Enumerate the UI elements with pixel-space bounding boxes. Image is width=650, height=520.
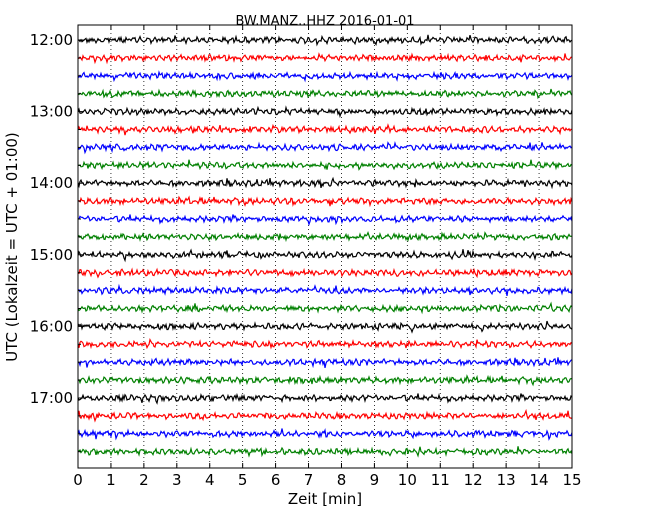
trace-1415 bbox=[77, 195, 573, 208]
trace-1700 bbox=[77, 392, 573, 405]
x-tick-label-15: 15 bbox=[562, 471, 581, 489]
chart-title: BW.MANZ..HHZ 2016-01-01 bbox=[235, 14, 414, 29]
x-tick-label-9: 9 bbox=[370, 471, 380, 489]
x-tick-label-7: 7 bbox=[304, 471, 314, 489]
x-tick-label-10: 10 bbox=[398, 471, 417, 489]
trace-1245 bbox=[77, 88, 573, 100]
trace-1730 bbox=[77, 427, 573, 441]
x-tick-label-12: 12 bbox=[464, 471, 483, 489]
y-axis-label: UTC (Lokalzeit = UTC + 01:00) bbox=[3, 132, 21, 362]
x-tick-label-14: 14 bbox=[530, 471, 549, 489]
trace-1500 bbox=[77, 248, 573, 263]
trace-1600 bbox=[77, 320, 573, 334]
trace-1745 bbox=[77, 446, 573, 458]
x-tick-label-13: 13 bbox=[497, 471, 516, 489]
trace-1645 bbox=[77, 374, 573, 387]
x-tick-label-0: 0 bbox=[73, 471, 83, 489]
trace-1430 bbox=[77, 213, 573, 227]
trace-1530 bbox=[77, 283, 573, 297]
y-tick-label-1400: 14:00 bbox=[30, 174, 73, 192]
trace-1315 bbox=[77, 123, 573, 136]
x-tick-label-8: 8 bbox=[337, 471, 347, 489]
x-tick-label-6: 6 bbox=[271, 471, 281, 489]
axes: 0 1 2 3 4 5 6 7 8 9 10 11 12 13 14 1512:0013:0014:0015:… bbox=[30, 24, 582, 489]
trace-1615 bbox=[77, 338, 573, 350]
vertical-grid bbox=[110, 25, 540, 468]
trace-1330 bbox=[77, 141, 573, 155]
x-tick-label-5: 5 bbox=[238, 471, 248, 489]
trace-1345 bbox=[78, 159, 573, 171]
x-tick-label-11: 11 bbox=[431, 471, 450, 489]
y-tick-label-1600: 16:00 bbox=[30, 317, 73, 335]
x-tick-label-4: 4 bbox=[205, 471, 215, 489]
y-tick-label-1200: 12:00 bbox=[30, 31, 73, 49]
trace-1200 bbox=[77, 34, 573, 47]
x-tick-label-2: 2 bbox=[139, 471, 149, 489]
trace-1630 bbox=[78, 357, 573, 369]
trace-1300 bbox=[77, 105, 573, 119]
y-tick-label-1300: 13:00 bbox=[30, 103, 73, 121]
x-tick-label-1: 1 bbox=[106, 471, 116, 489]
trace-1715 bbox=[77, 408, 573, 423]
trace-1400 bbox=[77, 176, 573, 190]
trace-1545 bbox=[77, 301, 573, 315]
trace-1230 bbox=[77, 70, 573, 83]
y-tick-label-1700: 17:00 bbox=[30, 389, 73, 407]
x-tick-label-3: 3 bbox=[172, 471, 182, 489]
trace-group bbox=[77, 34, 573, 458]
trace-1515 bbox=[77, 267, 573, 279]
trace-1445 bbox=[77, 231, 573, 243]
y-tick-label-1500: 15:00 bbox=[30, 246, 73, 264]
x-axis-label: Zeit [min] bbox=[288, 490, 362, 508]
plot-frame bbox=[77, 24, 573, 469]
trace-1215 bbox=[77, 52, 572, 65]
